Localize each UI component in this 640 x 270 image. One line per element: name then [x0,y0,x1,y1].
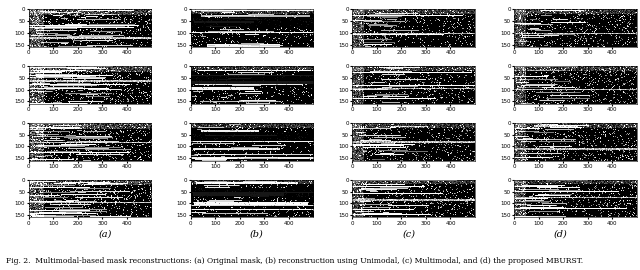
Text: (a): (a) [98,229,111,238]
Text: (d): (d) [554,229,568,238]
Text: (c): (c) [403,229,415,238]
Text: Fig. 2.  Multimodal-based mask reconstructions: (a) Original mask, (b) reconstru: Fig. 2. Multimodal-based mask reconstruc… [6,256,584,265]
Text: (b): (b) [250,229,264,238]
